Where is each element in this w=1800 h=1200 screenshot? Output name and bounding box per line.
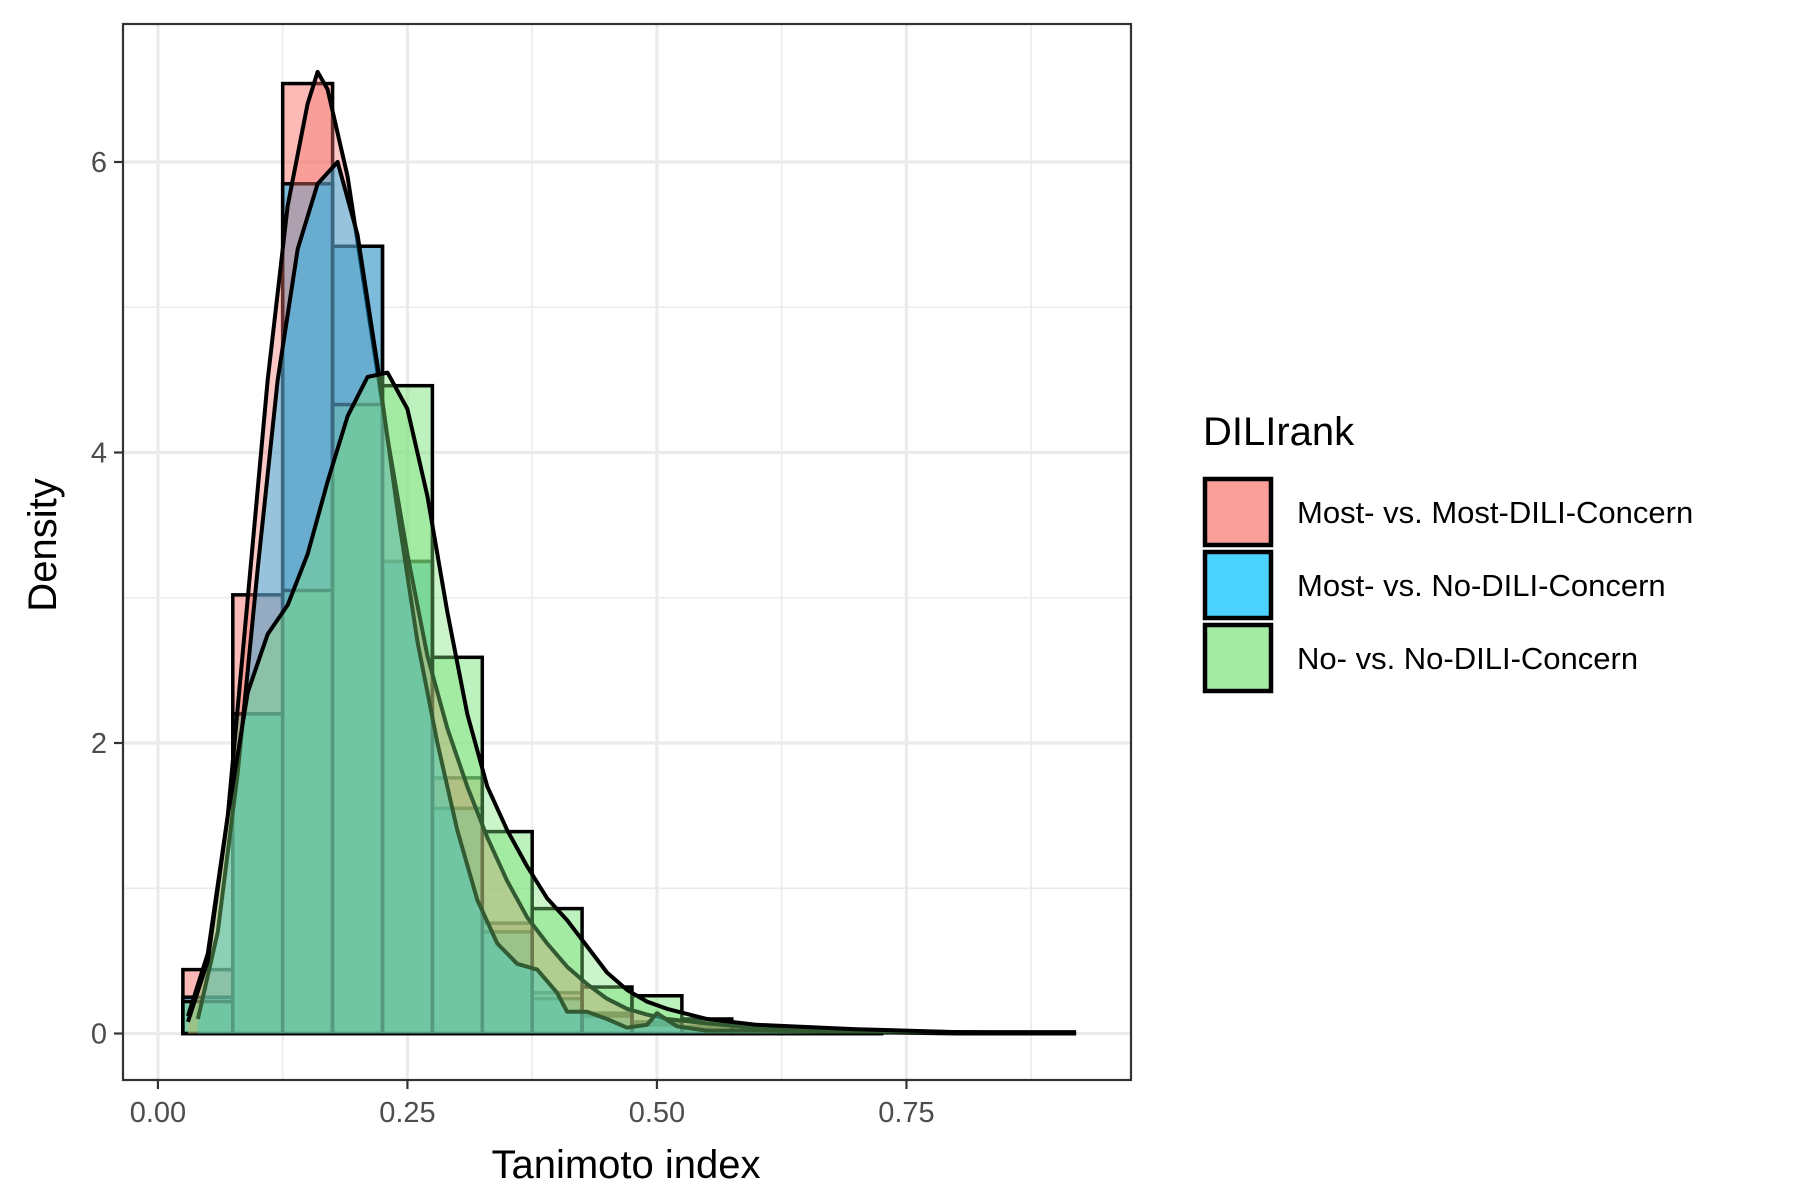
histogram-bar-series-3 <box>280 588 335 1036</box>
legend-items: Most- vs. Most-DILI-Concern Most- vs. No-… <box>1202 476 1693 694</box>
histogram-bar-series-3 <box>330 402 385 1036</box>
x-tick-label: 0.00 <box>130 1097 186 1129</box>
density-area-series-2 <box>197 162 1077 1034</box>
density-area-series-1 <box>187 71 1077 1034</box>
x-tick-label: 0.25 <box>379 1097 435 1129</box>
legend-label-series-1: Most- vs. Most-DILI-Concern <box>1297 495 1693 530</box>
legend-key-series-3 <box>1202 622 1274 694</box>
legend-label-series-3: No- vs. No-DILI-Concern <box>1297 641 1638 676</box>
histogram-bar-series-3 <box>380 383 435 1036</box>
y-axis-ticks: 0 2 4 6 <box>91 147 123 1051</box>
x-axis-ticks: 0.00 0.25 0.50 0.75 <box>130 1080 935 1129</box>
y-axis-title: Density <box>21 478 65 611</box>
x-tick-label: 0.50 <box>629 1097 685 1129</box>
x-axis-title: Tanimoto index <box>491 1143 760 1187</box>
panel-border <box>121 22 1133 1082</box>
legend-key-series-2 <box>1202 549 1274 621</box>
legend-key-series-1 <box>1202 476 1274 548</box>
density-curves <box>185 69 1077 1036</box>
y-tick-label: 0 <box>91 1019 107 1051</box>
density-area-series-3 <box>187 372 1077 1034</box>
y-tick-label: 4 <box>91 438 107 470</box>
grid-lines <box>123 24 1131 1080</box>
legend: DILIrank Most- vs. Most-DILI-ConcernMost… <box>1202 410 1693 694</box>
legend-label-series-2: Most- vs. No-DILI-Concern <box>1297 568 1666 603</box>
y-tick-label: 6 <box>91 147 107 179</box>
histogram-bar-series-3 <box>430 655 485 1036</box>
histogram-bar-series-3 <box>231 712 285 1036</box>
density-line-series-3 <box>185 370 1077 1035</box>
density-line-series-2 <box>195 160 1077 1036</box>
x-tick-label: 0.75 <box>878 1097 934 1129</box>
y-tick-label: 2 <box>91 728 107 760</box>
legend-title: DILIrank <box>1203 410 1355 454</box>
